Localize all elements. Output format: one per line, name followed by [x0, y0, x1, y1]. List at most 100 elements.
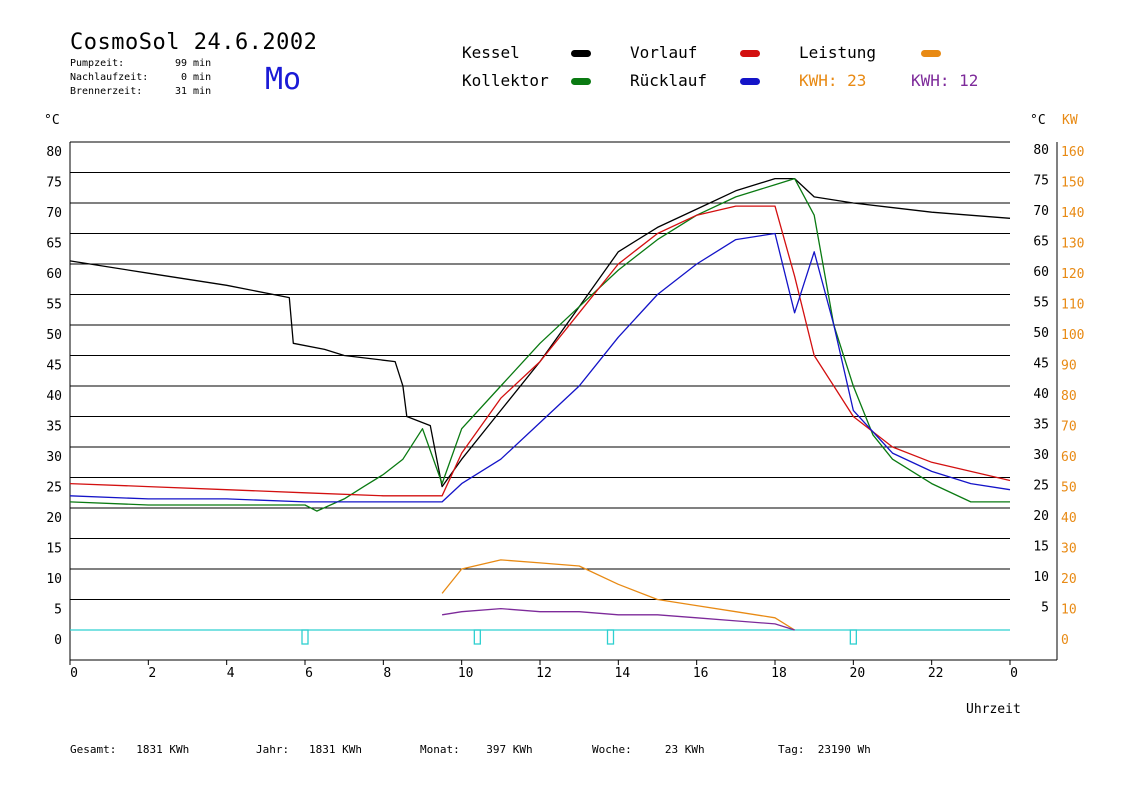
legend-leistung-swatch	[921, 50, 941, 57]
legend-ruecklauf: Rücklauf	[630, 71, 708, 90]
pump-time-label: Pumpzeit:	[70, 58, 125, 69]
y-tick-label-right: 15	[1033, 540, 1049, 555]
y-unit-right: °C	[1030, 113, 1046, 128]
y-tick-label-left: 35	[46, 420, 62, 435]
y-tick-label-left: 65	[46, 237, 62, 252]
pump-marker	[849, 629, 857, 645]
series-line-kessel	[69, 177, 1011, 488]
y-tick-label-right: 20	[1033, 509, 1049, 524]
y-tick-label-left: 40	[46, 389, 62, 404]
y2-tick-label: 90	[1061, 359, 1077, 374]
y2-tick-label: 100	[1061, 328, 1084, 343]
footer-month: Monat: 397 KWh	[420, 743, 533, 756]
y-tick-label-right: 5	[1041, 601, 1049, 616]
y-tick-label-right: 35	[1033, 418, 1049, 433]
afterrun-time-label: Nachlaufzeit:	[70, 72, 149, 83]
y2-tick-label: 10	[1061, 603, 1077, 618]
x-tick-label: 4	[227, 666, 235, 681]
y2-tick-label: 150	[1061, 176, 1084, 191]
legend-kessel: Kessel	[462, 43, 520, 62]
y-tick-label-left: 45	[46, 359, 62, 374]
y-tick-label-left: 25	[46, 481, 62, 496]
series-line-kollektor	[69, 177, 1010, 512]
y2-tick-label: 70	[1061, 420, 1077, 435]
footer-week: Woche: 23 KWh	[592, 743, 705, 756]
x-tick-label: 0	[1010, 666, 1018, 681]
y-tick-label-left: 30	[46, 450, 62, 465]
burner-time-label: Brennerzeit:	[70, 86, 143, 97]
pump-time-value: 99 min	[175, 58, 212, 69]
y-tick-label-left: 5	[54, 603, 62, 618]
afterrun-time-value: 0 min	[181, 72, 212, 83]
y-tick-label-right: 80	[1033, 143, 1049, 158]
y-tick-label-left: 10	[46, 572, 62, 587]
y-tick-label-right: 45	[1033, 357, 1049, 372]
series-line-vorlauf	[69, 205, 1011, 497]
y-tick-label-right: 55	[1033, 296, 1049, 311]
y-tick-label-right: 50	[1033, 326, 1049, 341]
y-tick-label-right: 30	[1033, 448, 1049, 463]
y-tick-label-left: 60	[46, 267, 62, 282]
y2-tick-label: 20	[1061, 572, 1077, 587]
series-line-r-cklauf	[69, 232, 1011, 503]
y2-tick-label: 30	[1061, 542, 1077, 557]
weekday-label: Mo	[265, 62, 302, 97]
x-tick-label: 20	[850, 666, 866, 681]
y-tick-label-right: 25	[1033, 479, 1049, 494]
y-unit-left: °C	[44, 113, 60, 128]
y2-tick-label: 80	[1061, 389, 1077, 404]
x-tick-label: 12	[536, 666, 552, 681]
legend-vorlauf-swatch	[740, 50, 760, 57]
y2-tick-label: 160	[1061, 145, 1084, 160]
pump-marker	[301, 629, 309, 645]
burner-time-value: 31 min	[175, 86, 212, 97]
x-tick-label: 6	[305, 666, 313, 681]
y2-tick-label: 140	[1061, 206, 1084, 221]
pump-marker	[473, 629, 481, 645]
y-tick-label-left: 70	[46, 206, 62, 221]
footer-day: Tag: 23190 Wh	[778, 743, 871, 756]
legend-kollektor: Kollektor	[462, 71, 549, 90]
x-tick-label: 18	[771, 666, 787, 681]
y2-unit-right: KW	[1062, 113, 1078, 128]
footer-total: Gesamt: 1831 KWh	[70, 743, 190, 756]
legend-kollektor-swatch	[571, 78, 591, 85]
legend-kessel-swatch	[571, 50, 591, 57]
x-tick-label: 8	[383, 666, 391, 681]
y2-tick-label: 0	[1061, 633, 1069, 648]
y-tick-label-left: 20	[46, 511, 62, 526]
y-tick-label-left: 0	[54, 633, 62, 648]
x-tick-label: 16	[693, 666, 709, 681]
y-tick-label-left: 55	[46, 298, 62, 313]
chart-title: CosmoSol 24.6.2002	[70, 30, 318, 55]
legend-vorlauf: Vorlauf	[630, 43, 698, 62]
y-tick-label-left: 15	[46, 542, 62, 557]
y2-tick-label: 40	[1061, 511, 1077, 526]
pump-marker	[606, 629, 615, 645]
y2-tick-label: 110	[1061, 298, 1084, 313]
x-tick-label: 10	[458, 666, 474, 681]
y-tick-label-right: 75	[1033, 174, 1049, 189]
y-tick-label-right: 40	[1033, 387, 1049, 402]
footer-year: Jahr: 1831 KWh	[256, 743, 362, 756]
series-line-leistung	[441, 559, 795, 631]
legend-ruecklauf-swatch	[740, 78, 760, 85]
legend-kwh-second: KWH: 12	[911, 71, 979, 90]
y-tick-label-left: 75	[46, 176, 62, 191]
y2-tick-label: 60	[1061, 450, 1077, 465]
x-tick-label: 2	[148, 666, 156, 681]
y-tick-label-right: 10	[1033, 570, 1049, 585]
y-tick-label-left: 50	[46, 328, 62, 343]
y2-tick-label: 50	[1061, 481, 1077, 496]
series-line-kwh-12	[441, 607, 795, 631]
legend-kwh-total: KWH: 23	[799, 71, 867, 90]
x-axis-label: Uhrzeit	[966, 702, 1021, 717]
y-tick-label-right: 70	[1033, 204, 1049, 219]
legend-leistung: Leistung	[799, 43, 877, 62]
y2-tick-label: 120	[1061, 267, 1084, 282]
x-tick-label: 22	[928, 666, 944, 681]
x-tick-label: 0	[70, 666, 78, 681]
y-tick-label-right: 65	[1033, 235, 1049, 250]
x-tick-label: 14	[615, 666, 631, 681]
